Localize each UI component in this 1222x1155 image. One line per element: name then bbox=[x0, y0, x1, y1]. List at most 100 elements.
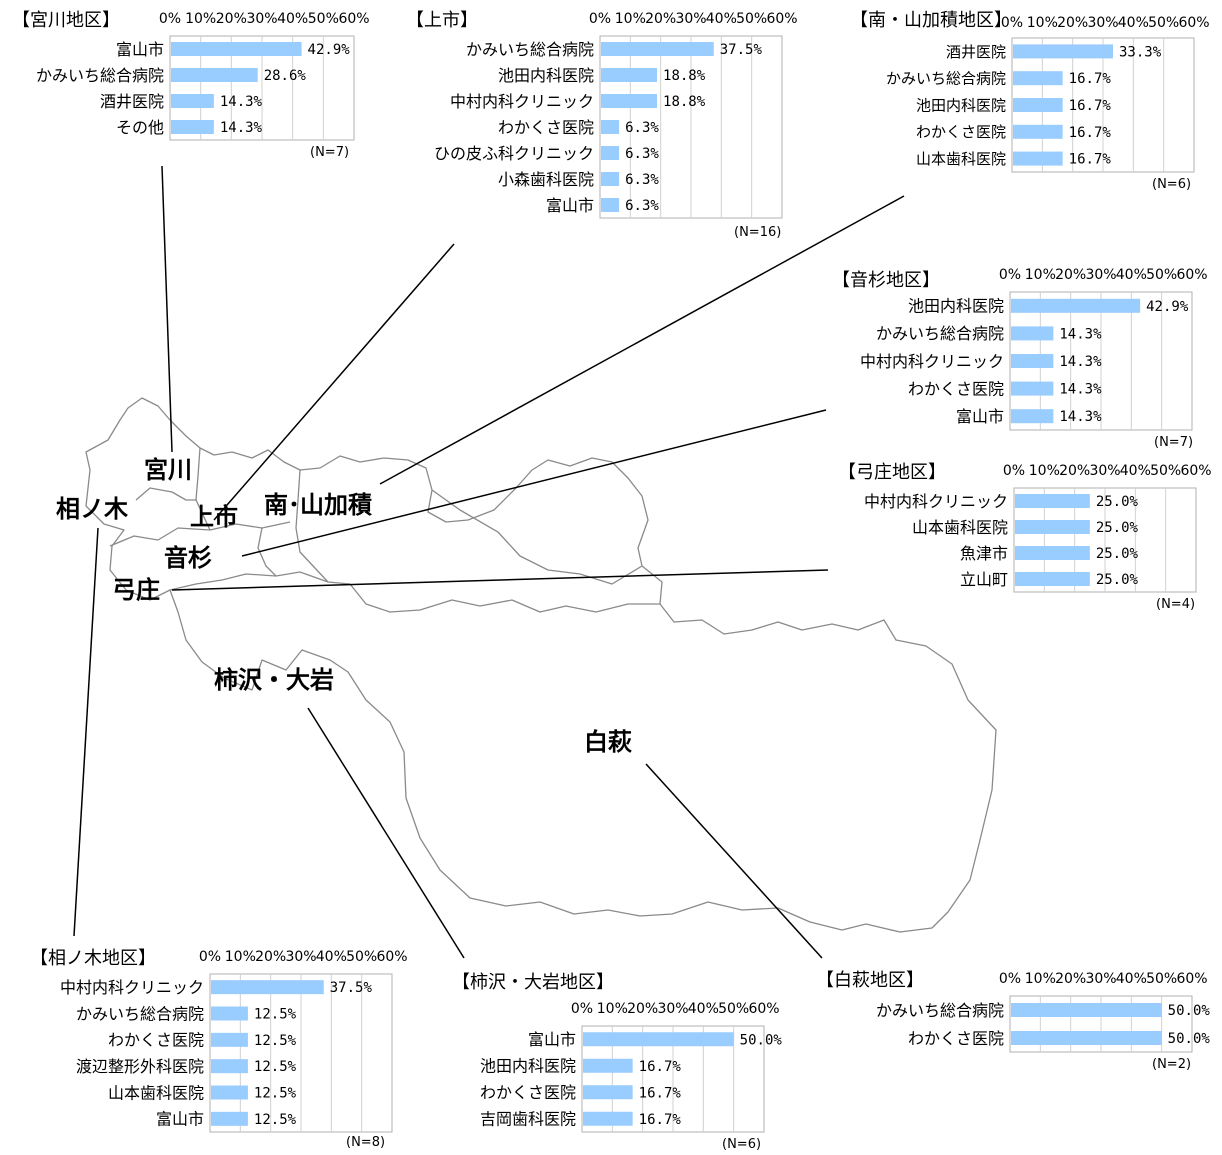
tick-label: 50% bbox=[346, 949, 377, 965]
tick-label: 40% bbox=[688, 1001, 719, 1017]
tick-label: 50% bbox=[1146, 971, 1177, 987]
value-label: 25.0% bbox=[1096, 546, 1139, 562]
bar bbox=[1011, 354, 1054, 368]
tick-label: 40% bbox=[1118, 15, 1149, 31]
tick-label: 60% bbox=[1176, 267, 1207, 283]
tick-label: 20% bbox=[255, 949, 286, 965]
category-label: かみいち総合病院 bbox=[876, 1001, 1004, 1020]
tick-label: 40% bbox=[316, 949, 347, 965]
value-label: 50.0% bbox=[1168, 1031, 1211, 1047]
tick-label: 30% bbox=[1085, 267, 1116, 283]
leader-line-kakizawa bbox=[307, 707, 465, 959]
bar bbox=[211, 1059, 248, 1074]
bar bbox=[211, 1085, 248, 1100]
tick-label: 60% bbox=[748, 1001, 779, 1017]
value-label: 14.3% bbox=[1059, 409, 1102, 425]
bar bbox=[601, 146, 620, 160]
map-label-kakizawa: 柿沢・大岩 bbox=[214, 666, 334, 694]
bar bbox=[1011, 1003, 1162, 1017]
category-label: かみいち総合病院 bbox=[36, 66, 164, 85]
category-label: 渡辺整形外科医院 bbox=[76, 1057, 204, 1076]
value-label: 42.9% bbox=[1146, 299, 1189, 315]
value-label: 25.0% bbox=[1096, 494, 1139, 510]
tick-label: 0% bbox=[1001, 15, 1023, 31]
category-label: 池田内科医院 bbox=[498, 66, 594, 85]
map-district-border bbox=[169, 571, 351, 591]
category-label: わかくさ医院 bbox=[916, 123, 1006, 141]
tick-label: 0% bbox=[1003, 463, 1025, 479]
tick-label: 40% bbox=[277, 11, 308, 27]
leader-line-kamiichi bbox=[213, 243, 455, 521]
sample-size-label: (N=16) bbox=[734, 225, 781, 240]
map-district-border bbox=[135, 487, 196, 501]
chart-title: 【音杉地区】 bbox=[832, 270, 940, 291]
category-label: その他 bbox=[116, 118, 164, 137]
value-label: 50.0% bbox=[740, 1032, 783, 1048]
category-label: 小森歯科医院 bbox=[498, 170, 594, 189]
category-label: ひの皮ふ科クリニック bbox=[434, 144, 594, 163]
value-label: 12.5% bbox=[254, 1059, 297, 1075]
tick-label: 10% bbox=[185, 11, 216, 27]
tick-label: 40% bbox=[706, 11, 737, 27]
bar bbox=[583, 1111, 633, 1126]
bar bbox=[211, 980, 324, 995]
tick-label: 60% bbox=[1180, 463, 1211, 479]
tick-label: 20% bbox=[216, 11, 247, 27]
category-label: 富山市 bbox=[956, 407, 1004, 426]
category-label: 中村内科クリニック bbox=[60, 978, 204, 997]
bar bbox=[601, 42, 714, 56]
category-label: 池田内科医院 bbox=[908, 297, 1004, 316]
bar bbox=[601, 120, 620, 134]
category-label: わかくさ医院 bbox=[480, 1083, 576, 1102]
value-label: 14.3% bbox=[1059, 326, 1102, 342]
value-label: 12.5% bbox=[254, 1007, 297, 1023]
tick-label: 50% bbox=[1150, 463, 1181, 479]
tick-label: 20% bbox=[1055, 971, 1086, 987]
bar bbox=[171, 68, 258, 82]
value-label: 33.3% bbox=[1119, 44, 1162, 60]
tick-label: 40% bbox=[1120, 463, 1151, 479]
map-label-minami: 南･山加積 bbox=[264, 491, 372, 519]
value-label: 37.5% bbox=[330, 980, 373, 996]
map-label-kamiichi: 上市 bbox=[190, 503, 238, 531]
map-outline bbox=[85, 397, 997, 933]
tick-label: 30% bbox=[675, 11, 706, 27]
chart-group-yumisho: 【弓庄地区】 0% 10% 20% 30% 40% 50% 60% 中村内科クリニック 25.0%… bbox=[838, 462, 1212, 612]
map-district-border bbox=[349, 583, 660, 613]
value-label: 16.7% bbox=[1069, 71, 1112, 87]
tick-label: 0% bbox=[589, 11, 611, 27]
leader-line-miyakawa bbox=[161, 165, 173, 453]
bar bbox=[1015, 494, 1090, 508]
bar bbox=[601, 172, 620, 186]
value-label: 6.3% bbox=[625, 198, 659, 214]
leader-line-minami bbox=[379, 195, 905, 485]
chart-group-otosugi: 【音杉地区】 0% 10% 20% 30% 40% 50% 60% 池田内科医院 42.9% かみい… bbox=[832, 267, 1208, 450]
map-district-border bbox=[257, 527, 277, 577]
value-label: 16.7% bbox=[639, 1085, 682, 1101]
category-label: わかくさ医院 bbox=[908, 379, 1004, 398]
bar bbox=[1011, 381, 1054, 396]
sample-size-label: (N=2) bbox=[1152, 1057, 1191, 1072]
category-label: わかくさ医院 bbox=[108, 1031, 204, 1050]
bar bbox=[583, 1085, 633, 1100]
category-label: 富山市 bbox=[116, 40, 164, 59]
value-label: 18.8% bbox=[663, 94, 706, 110]
tick-label: 60% bbox=[766, 11, 797, 27]
value-label: 6.3% bbox=[625, 172, 659, 188]
value-label: 12.5% bbox=[254, 1086, 297, 1102]
chart-title: 【弓庄地区】 bbox=[838, 462, 946, 483]
chart-group-ainoki: 【相ノ木地区】 0% 10% 20% 30% 40% 50% 60% 中村内科クリニック 37.5… bbox=[30, 948, 408, 1150]
tick-label: 40% bbox=[1116, 971, 1147, 987]
sample-size-label: (N=6) bbox=[1152, 177, 1191, 192]
value-label: 16.7% bbox=[1069, 98, 1112, 114]
tick-label: 60% bbox=[376, 949, 407, 965]
sample-size-label: (N=7) bbox=[1154, 435, 1193, 450]
tick-label: 30% bbox=[1087, 15, 1118, 31]
bar bbox=[601, 68, 658, 82]
category-label: 立山町 bbox=[960, 570, 1008, 589]
value-label: 16.7% bbox=[1069, 152, 1112, 168]
tick-label: 60% bbox=[1176, 971, 1207, 987]
